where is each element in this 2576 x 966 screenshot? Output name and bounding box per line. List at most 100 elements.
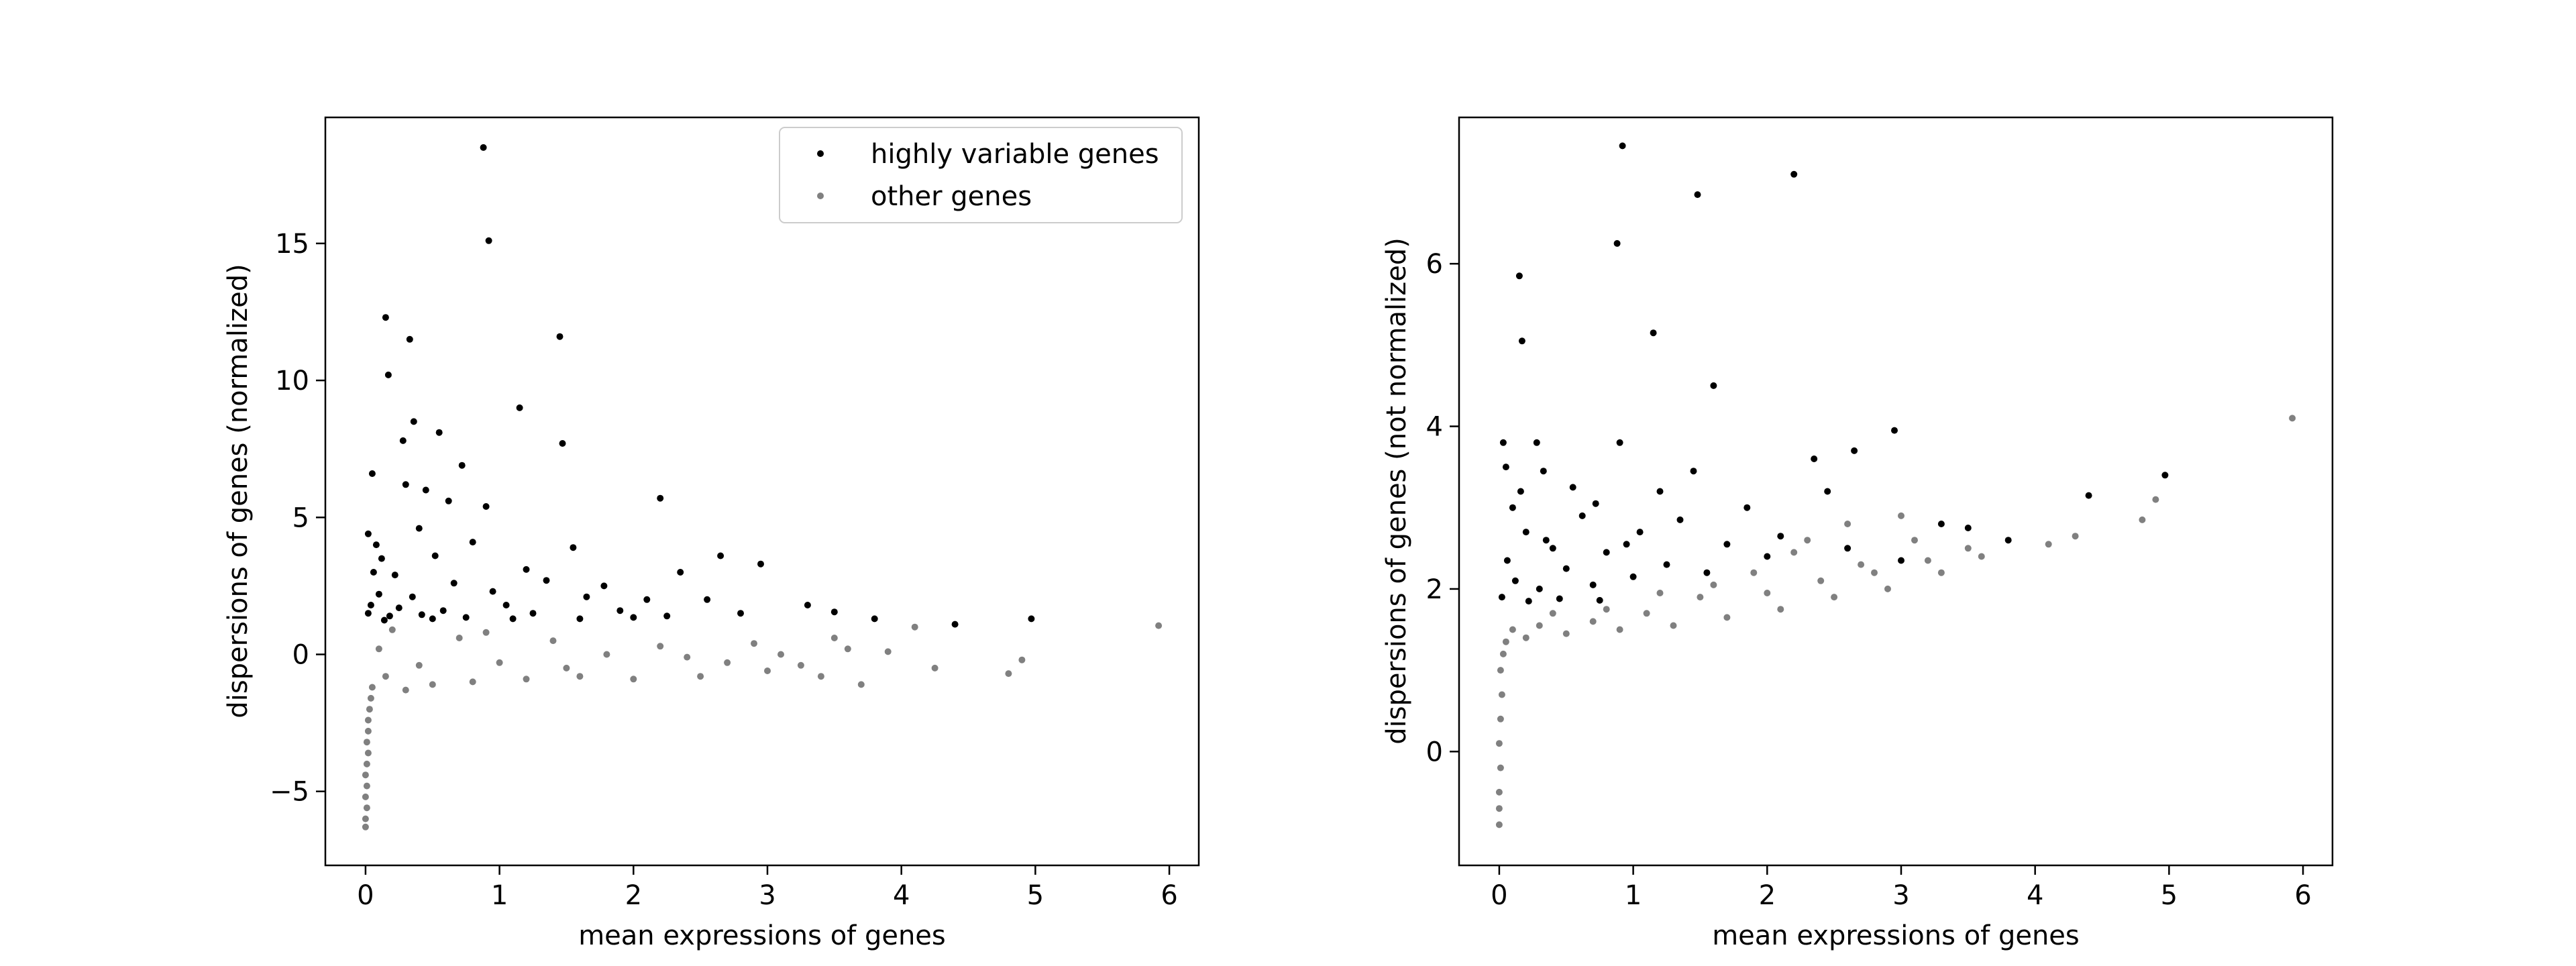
x-tick-label: 1 <box>491 880 508 911</box>
point-other-genes-4 <box>1495 740 1503 747</box>
point-highly-variable-genes-4 <box>556 333 564 340</box>
point-other-genes-28 <box>1155 622 1163 629</box>
point-highly-variable-genes-25 <box>523 566 530 573</box>
point-other-genes-19 <box>630 676 637 683</box>
point-highly-variable-genes-33 <box>600 582 608 590</box>
point-highly-variable-genes-17 <box>1569 484 1576 491</box>
point-other-genes-36 <box>1656 590 1664 596</box>
point-other-genes-18 <box>576 673 584 680</box>
chart-1-points <box>1495 142 2296 828</box>
point-other-genes-37 <box>496 659 503 666</box>
point-highly-variable-genes-42 <box>502 602 510 608</box>
point-other-genes-9 <box>364 727 372 735</box>
point-highly-variable-genes-12 <box>1811 455 1818 462</box>
legend-entry-other: other genes <box>871 181 1032 212</box>
point-highly-variable-genes-30 <box>1777 533 1784 540</box>
point-highly-variable-genes-34 <box>375 590 382 598</box>
point-highly-variable-genes-50 <box>529 610 537 617</box>
point-highly-variable-genes-14 <box>422 486 429 494</box>
point-other-genes-27 <box>1804 537 1811 544</box>
point-other-genes-29 <box>844 645 851 653</box>
point-other-genes-43 <box>563 664 570 672</box>
point-other-genes-40 <box>1871 569 1878 576</box>
chart-1-y-axis-label: dispersions of genes (not normalized) <box>1381 237 1412 745</box>
chart-normalized-dispersion: 0 1 2 3 4 5 6 −5 0 5 10 15 mean expressions of gen… <box>223 116 1200 951</box>
point-other-genes-41 <box>1924 557 1931 564</box>
point-other-genes-20 <box>697 673 704 680</box>
point-other-genes-34 <box>1549 610 1556 617</box>
point-highly-variable-genes-19 <box>1824 488 1831 495</box>
point-highly-variable-genes-20 <box>415 525 423 532</box>
point-highly-variable-genes-47 <box>1596 596 1603 604</box>
point-highly-variable-genes-37 <box>583 593 590 600</box>
point-highly-variable-genes-57 <box>630 614 637 621</box>
point-other-genes-32 <box>549 637 557 645</box>
point-other-genes-46 <box>884 648 892 655</box>
chart-1-x-axis-label: mean expressions of genes <box>1712 920 2080 951</box>
point-other-genes-28 <box>1750 569 1758 576</box>
point-other-genes-41 <box>830 635 838 641</box>
point-highly-variable-genes-16 <box>482 503 490 510</box>
point-highly-variable-genes-20 <box>1592 500 1599 507</box>
point-other-genes-3 <box>362 793 369 800</box>
point-highly-variable-genes-45 <box>804 602 811 608</box>
point-highly-variable-genes-56 <box>576 615 584 623</box>
point-other-genes-5 <box>1497 715 1504 722</box>
point-other-genes-12 <box>1616 626 1623 633</box>
x-tick-label: 2 <box>625 880 642 911</box>
point-highly-variable-genes-24 <box>431 552 439 559</box>
point-other-genes-21 <box>2072 533 2079 540</box>
point-highly-variable-genes-35 <box>409 593 416 600</box>
point-highly-variable-genes-1 <box>1790 170 1798 178</box>
point-other-genes-20 <box>2045 541 2052 548</box>
y-tick-label: 15 <box>275 229 309 260</box>
point-highly-variable-genes-49 <box>1764 553 1771 560</box>
point-other-genes-38 <box>603 651 610 658</box>
point-highly-variable-genes-35 <box>1844 545 1851 552</box>
x-tick-label: 5 <box>2161 880 2178 911</box>
point-other-genes-44 <box>1898 512 1904 519</box>
point-other-genes-25 <box>1005 670 1012 678</box>
x-tick-label: 0 <box>357 880 374 911</box>
chart-1-plot-frame <box>1458 116 2334 867</box>
point-highly-variable-genes-32 <box>677 569 684 576</box>
point-highly-variable-genes-48 <box>418 611 425 619</box>
point-highly-variable-genes-8 <box>1891 427 1898 434</box>
point-highly-variable-genes-44 <box>1498 594 1505 601</box>
y-tick-label: 0 <box>1426 737 1443 767</box>
point-highly-variable-genes-43 <box>616 607 624 614</box>
y-tick-label: 5 <box>292 502 309 533</box>
point-highly-variable-genes-9 <box>1499 439 1507 446</box>
point-other-genes-8 <box>363 739 370 746</box>
point-other-genes-47 <box>777 651 784 658</box>
point-other-genes-24 <box>2289 415 2296 422</box>
point-highly-variable-genes-29 <box>1636 529 1644 536</box>
y-tick-label: −5 <box>270 777 309 808</box>
point-highly-variable-genes-10 <box>1533 439 1540 446</box>
point-other-genes-14 <box>1723 614 1731 621</box>
point-highly-variable-genes-23 <box>2161 472 2169 479</box>
legend-marker-highly-variable <box>817 150 824 157</box>
point-other-genes-10 <box>364 716 372 724</box>
point-other-genes-7 <box>364 749 372 757</box>
point-other-genes-18 <box>1937 569 1945 576</box>
point-highly-variable-genes-15 <box>445 497 452 504</box>
point-highly-variable-genes-22 <box>570 544 577 551</box>
point-highly-variable-genes-39 <box>367 602 374 608</box>
point-other-genes-31 <box>657 643 664 650</box>
point-highly-variable-genes-53 <box>871 615 878 623</box>
point-highly-variable-genes-31 <box>1964 525 1972 531</box>
point-other-genes-35 <box>1603 606 1610 613</box>
point-highly-variable-genes-30 <box>450 580 458 587</box>
point-highly-variable-genes-40 <box>395 604 402 612</box>
point-highly-variable-genes-27 <box>757 560 764 568</box>
point-highly-variable-genes-7 <box>410 418 417 425</box>
point-highly-variable-genes-60 <box>380 616 388 624</box>
point-highly-variable-genes-3 <box>406 335 413 343</box>
point-other-genes-14 <box>402 686 409 694</box>
point-other-genes-8 <box>1499 650 1507 657</box>
point-highly-variable-genes-37 <box>1562 565 1570 572</box>
point-highly-variable-genes-8 <box>435 429 443 436</box>
